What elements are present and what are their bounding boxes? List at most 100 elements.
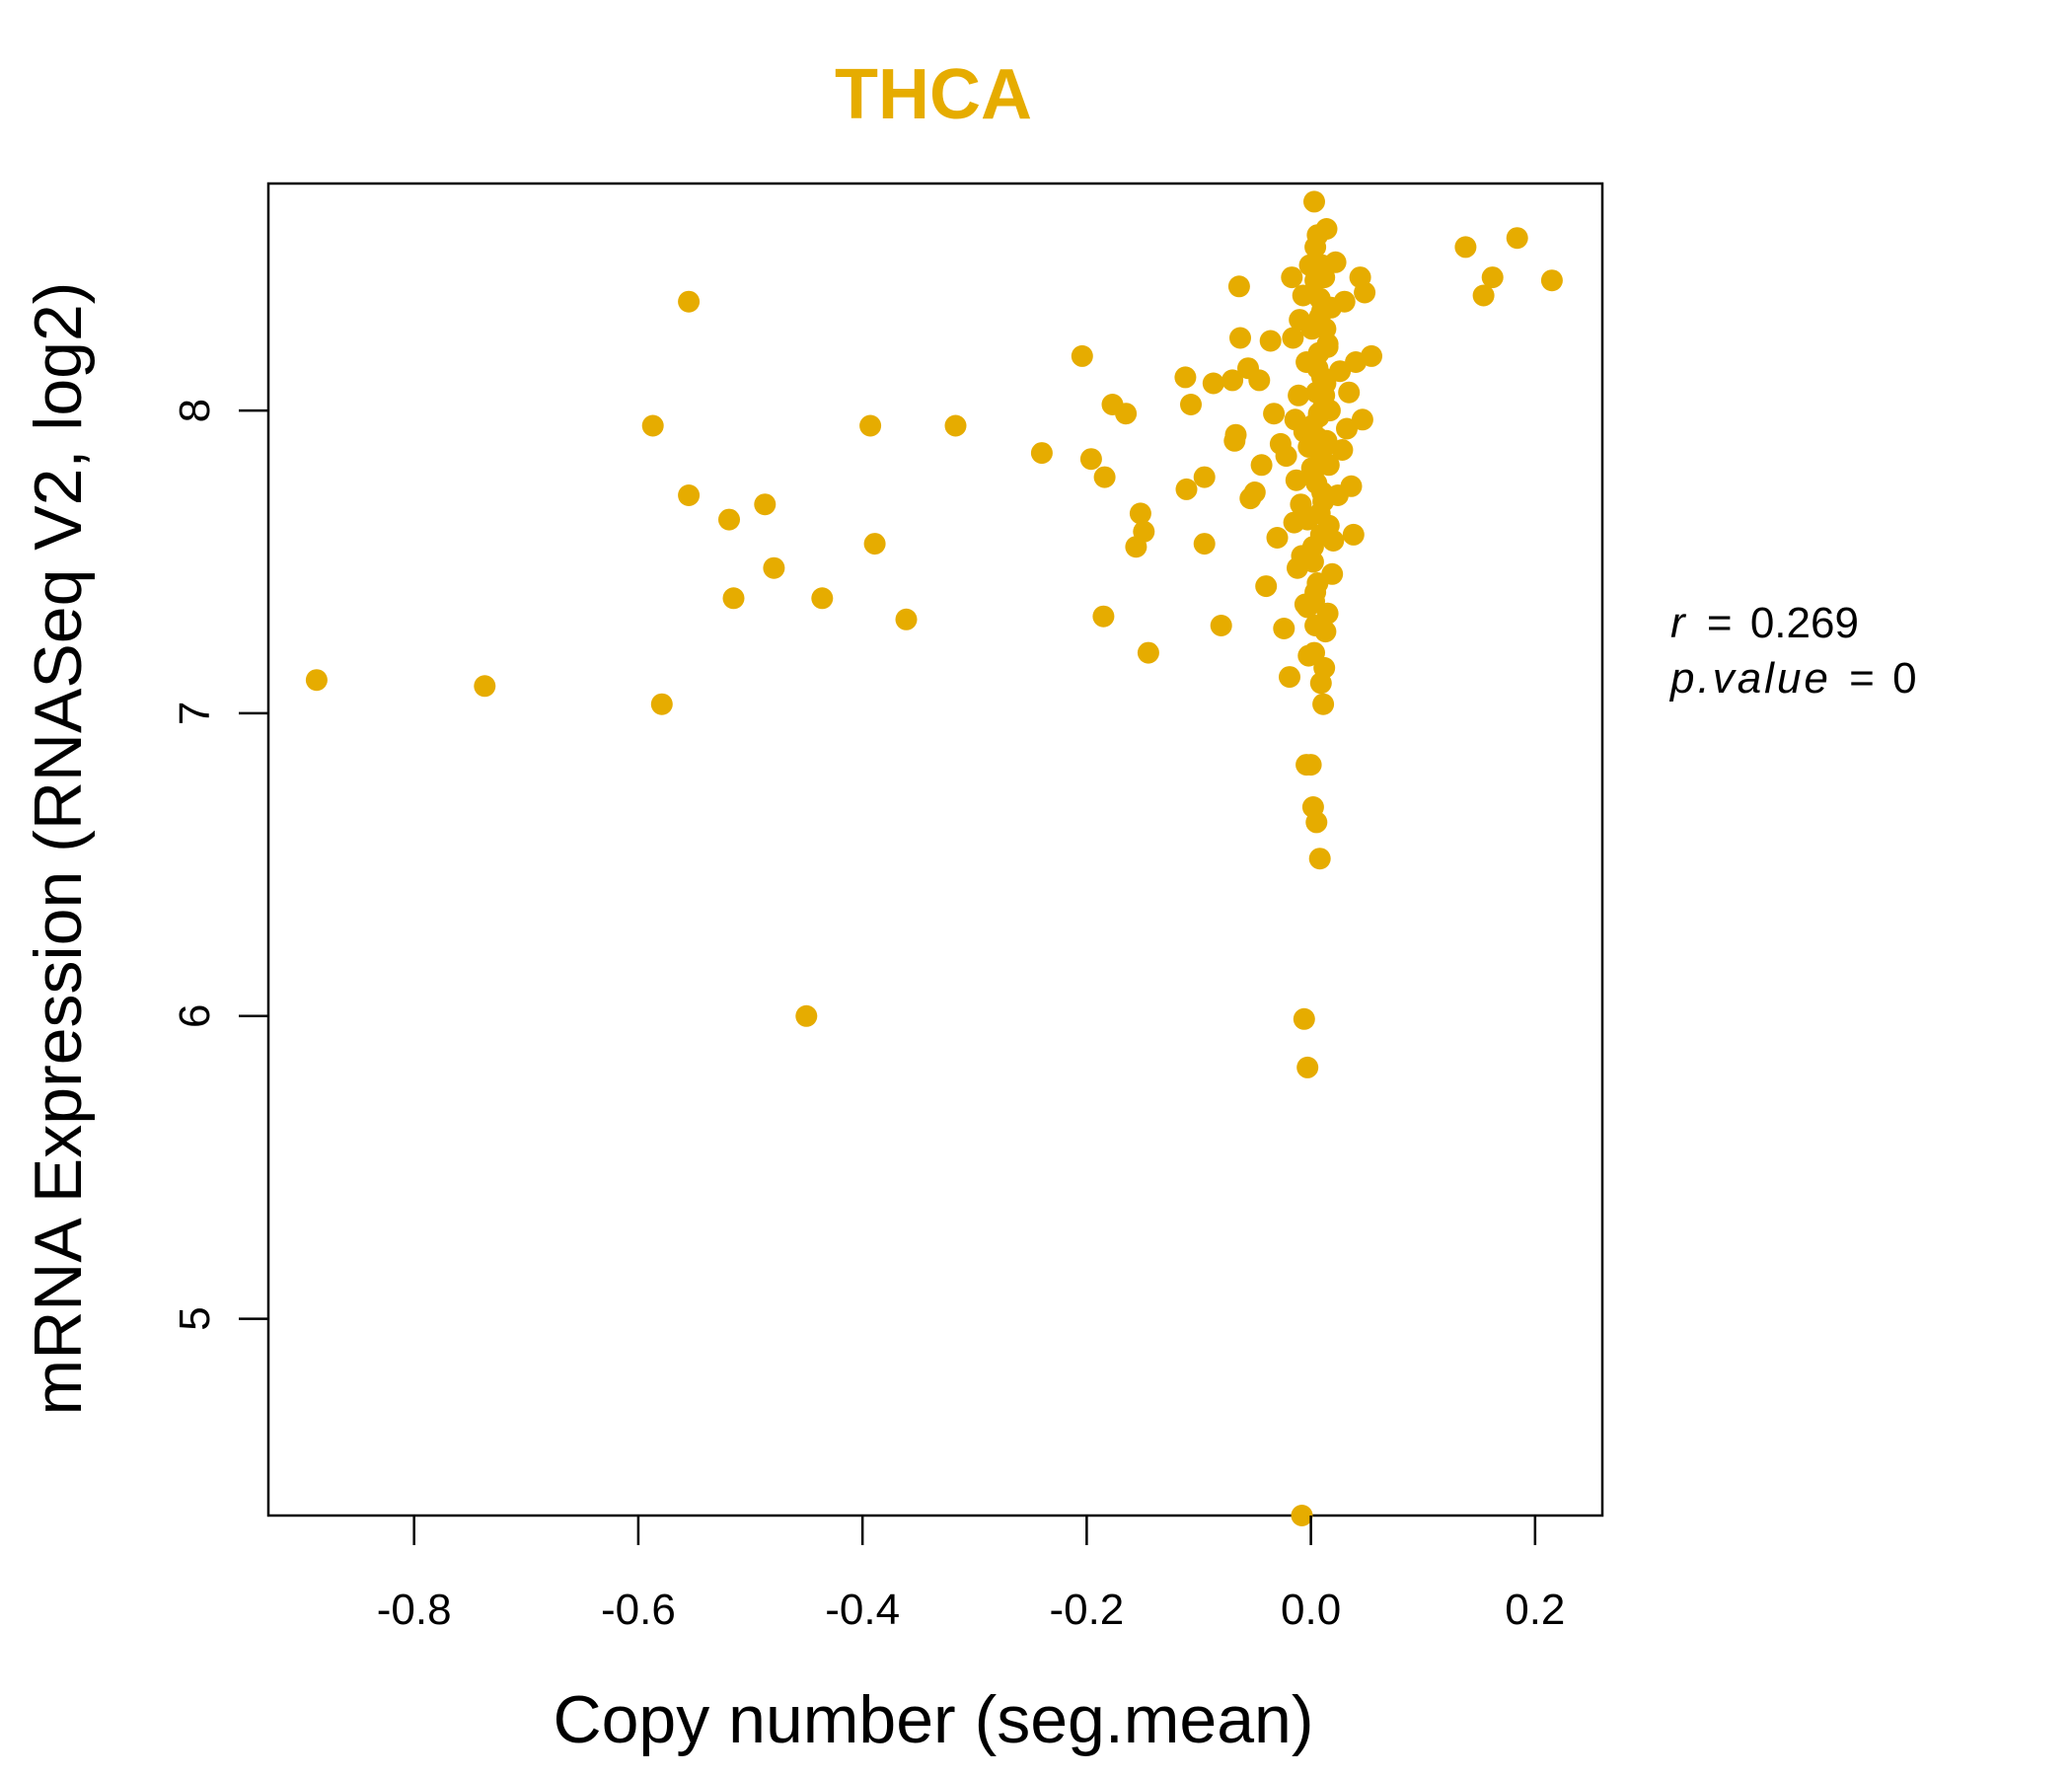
data-point	[1279, 666, 1300, 689]
data-point	[1243, 481, 1266, 503]
data-point	[1293, 1007, 1315, 1030]
data-point	[1285, 469, 1307, 491]
data-point	[1275, 445, 1297, 468]
data-point	[678, 484, 701, 506]
x-axis-title: Copy number (seg.mean)	[553, 1682, 1313, 1757]
data-point	[1296, 1056, 1319, 1078]
data-point	[1229, 327, 1251, 349]
chart-title: THCA	[835, 55, 1032, 134]
data-point	[863, 533, 886, 555]
data-point	[1129, 502, 1151, 525]
data-point	[1300, 414, 1323, 437]
data-point	[1259, 330, 1282, 352]
data-point	[1301, 536, 1324, 558]
data-point	[1255, 575, 1278, 598]
data-point	[1202, 372, 1224, 395]
data-points	[305, 190, 1563, 1526]
data-point	[1224, 423, 1247, 446]
data-point	[1174, 366, 1197, 389]
data-point	[1351, 408, 1373, 431]
x-tick-label: 0.0	[1281, 1586, 1341, 1634]
y-tick-label: 7	[171, 702, 219, 725]
x-tick-label: -0.8	[377, 1586, 452, 1634]
data-point	[1266, 527, 1289, 549]
data-point	[1092, 605, 1115, 628]
data-point	[944, 414, 967, 437]
data-point	[1481, 266, 1504, 289]
r-equals: =	[1707, 599, 1733, 647]
data-point	[641, 414, 664, 437]
plot-frame	[266, 182, 1604, 1517]
data-point	[1093, 466, 1116, 488]
data-point	[795, 1004, 818, 1027]
data-point	[1281, 266, 1303, 289]
data-point	[1354, 281, 1376, 304]
data-point	[1454, 236, 1477, 259]
x-tick-label: -0.2	[1049, 1586, 1124, 1634]
p-value: 0	[1892, 654, 1916, 703]
data-point	[1221, 369, 1244, 392]
x-tick-label: -0.6	[601, 1586, 676, 1634]
y-tick-label: 5	[171, 1306, 219, 1330]
data-point	[1316, 333, 1339, 355]
data-point	[1079, 448, 1102, 471]
r-value: 0.269	[1750, 599, 1859, 647]
data-point	[1308, 848, 1331, 870]
data-point	[1303, 190, 1325, 213]
data-point	[1282, 327, 1304, 349]
data-point	[1250, 454, 1273, 477]
data-point	[1304, 269, 1327, 292]
data-point	[1329, 360, 1352, 383]
data-point	[1308, 306, 1331, 328]
data-point	[1309, 672, 1332, 695]
x-tick-label: -0.4	[825, 1586, 900, 1634]
data-point	[1291, 1505, 1313, 1526]
data-point	[1338, 381, 1361, 404]
data-point	[1506, 227, 1528, 250]
data-point	[1263, 403, 1286, 425]
data-point	[754, 493, 777, 516]
data-point	[763, 556, 785, 579]
data-point	[1340, 475, 1363, 497]
data-point	[1313, 435, 1336, 458]
correlation-annotation: r = 0.269 p.value = 0	[1668, 599, 1917, 703]
data-point	[1312, 693, 1335, 715]
data-point	[1333, 290, 1356, 313]
y-axis: 5 6 7 8	[171, 399, 268, 1331]
x-axis: -0.8 -0.6 -0.4 -0.2 0.0 0.2	[377, 1516, 1565, 1634]
data-point	[1304, 615, 1327, 636]
x-tick-label: 0.2	[1505, 1586, 1565, 1634]
data-point	[895, 608, 918, 630]
y-axis-title: mRNA Expression (RNASeq V2, log2)	[21, 282, 96, 1416]
data-point	[1193, 533, 1216, 555]
data-point	[1342, 523, 1365, 546]
data-point	[1227, 275, 1250, 298]
data-point	[1306, 357, 1329, 380]
data-point	[1472, 284, 1495, 307]
data-point	[650, 693, 673, 715]
data-point	[1317, 514, 1340, 537]
data-point	[718, 508, 740, 531]
data-point	[1305, 811, 1328, 834]
data-point	[1030, 442, 1053, 465]
data-point	[1248, 369, 1271, 392]
data-point	[1540, 269, 1563, 292]
data-point	[722, 587, 745, 610]
data-point	[305, 669, 328, 692]
r-annotation: r = 0.269	[1670, 599, 1859, 647]
y-tick-label: 8	[171, 399, 219, 422]
data-point	[859, 414, 882, 437]
data-point	[1361, 344, 1382, 367]
data-point	[811, 587, 834, 610]
y-tick-label: 6	[171, 1004, 219, 1028]
data-point	[1137, 641, 1159, 664]
data-point	[1315, 218, 1338, 240]
data-point	[1321, 562, 1344, 585]
data-point	[1311, 481, 1333, 503]
data-point	[1133, 520, 1155, 543]
data-point	[1115, 403, 1138, 425]
data-point	[1175, 478, 1198, 500]
data-point	[1193, 466, 1216, 488]
data-point	[1297, 644, 1320, 667]
data-point	[1180, 394, 1202, 415]
